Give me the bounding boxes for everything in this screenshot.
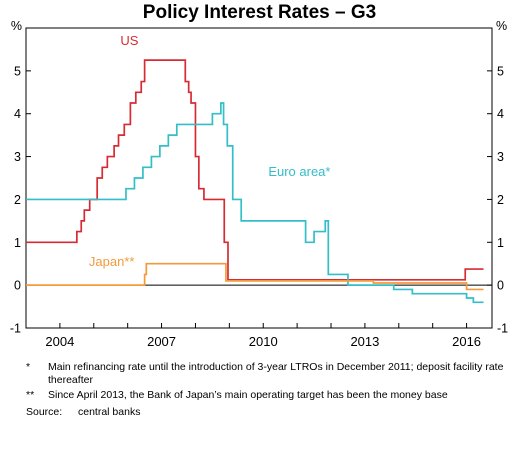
right-unit-label: % [496,19,507,33]
footnote-1-text: Main refinancing rate until the introduc… [48,361,504,386]
y-tick-label-left: 4 [14,107,21,121]
y-tick-label-left: 0 [14,279,21,293]
x-tick-label: 2016 [452,334,481,349]
x-tick-label: 2010 [249,334,278,349]
series-layer [26,59,484,304]
x-tick-label: 2004 [45,334,74,349]
y-tick-label-right: 4 [497,107,504,121]
series-line-1 [26,59,484,281]
y-tick-label-right: -1 [497,322,508,336]
label-layer: % % -1 -1 0 0 1 1 2 2 3 3 4 4 5 5 2004 2007 2010 2013 2016 US… [10,19,508,349]
left-unit-label: % [11,19,22,33]
footnote-1-mark: * [26,361,31,373]
y-tick-label-left: -1 [10,322,21,336]
source-note: Source: central banks [26,406,506,419]
chart-notes: * Main refinancing rate until the introd… [26,361,506,418]
y-tick-label-left: 2 [14,193,21,207]
y-tick-label-right: 3 [497,150,504,164]
footnote-2: ** Since April 2013, the Bank of Japan’s… [26,389,506,402]
footnote-2-text: Since April 2013, the Bank of Japan’s ma… [48,389,448,401]
y-tick-label-left: 3 [14,150,21,164]
y-tick-label-left: 1 [14,236,21,250]
y-tick-label-right: 1 [497,236,504,250]
plot-frame [25,27,493,329]
y-tick-label-right: 0 [497,279,504,293]
y-tick-label-right: 2 [497,193,504,207]
footnote-2-mark: ** [26,389,35,401]
y-tick-label-right: 5 [497,64,504,78]
x-tick-label: 2007 [147,334,176,349]
chart-title: Policy Interest Rates – G3 [142,2,377,23]
series-label-1: US [120,33,138,48]
x-tick-label: 2013 [350,334,379,349]
series-line-2 [26,102,484,304]
y-tick-label-left: 5 [14,64,21,78]
series-label-3: Japan** [89,254,135,269]
source-text: central banks [78,405,141,418]
series-line-3 [26,262,484,291]
series-label-2: Euro area* [268,164,330,179]
footnote-1: * Main refinancing rate until the introd… [26,361,506,386]
source-label: Source: [26,405,63,418]
